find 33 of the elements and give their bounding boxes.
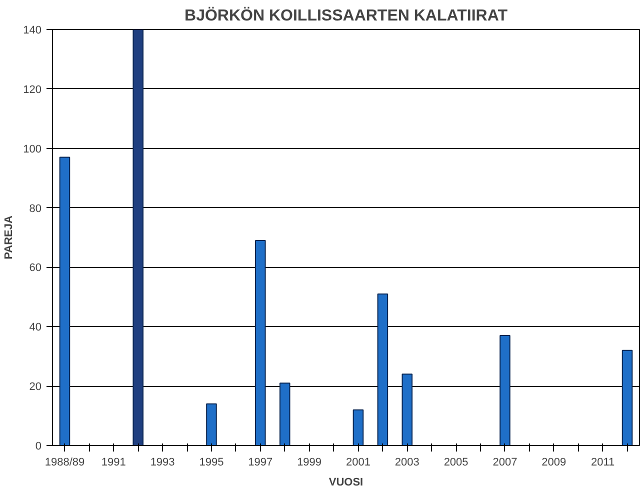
bar: [279, 382, 290, 446]
x-tick-label: 2011: [590, 456, 615, 468]
chart-title: BJÖRKÖN KOILLISSAARTEN KALATIIRAT: [184, 6, 508, 24]
bar: [206, 403, 217, 446]
y-tick-label: 20: [29, 381, 42, 394]
x-axis-title: VUOSI: [328, 476, 364, 488]
bar: [352, 409, 364, 446]
bar: [59, 156, 70, 446]
y-tick-label: 120: [23, 84, 42, 96]
x-tick-label: 2009: [542, 456, 566, 468]
x-tick-label: 1993: [150, 456, 175, 468]
y-tick-label: 0: [35, 440, 42, 452]
bar: [500, 335, 510, 446]
x-tick-label: 1988/89: [44, 456, 85, 468]
x-tick-label: 1999: [297, 456, 322, 468]
x-tick-label: 2001: [346, 456, 370, 468]
x-tick-label: 2005: [444, 456, 468, 468]
x-tick-label: 1991: [101, 456, 126, 468]
x-tick-label: 1995: [199, 456, 224, 468]
x-tick-label: 1997: [248, 456, 273, 468]
y-tick-label: 40: [29, 322, 42, 334]
bar: [377, 293, 388, 446]
y-tick-label: 80: [29, 202, 42, 215]
y-tick-label: 140: [23, 24, 42, 36]
x-tick-label: 2007: [492, 456, 518, 468]
y-tick-label: 100: [23, 143, 42, 156]
bar: [402, 374, 413, 446]
x-tick-label: 2003: [394, 456, 420, 468]
bar: [132, 30, 144, 446]
y-axis-title: PAREJA: [3, 216, 16, 260]
bar: [255, 240, 266, 446]
y-tick-label: 60: [29, 262, 42, 274]
bar: [622, 350, 633, 446]
